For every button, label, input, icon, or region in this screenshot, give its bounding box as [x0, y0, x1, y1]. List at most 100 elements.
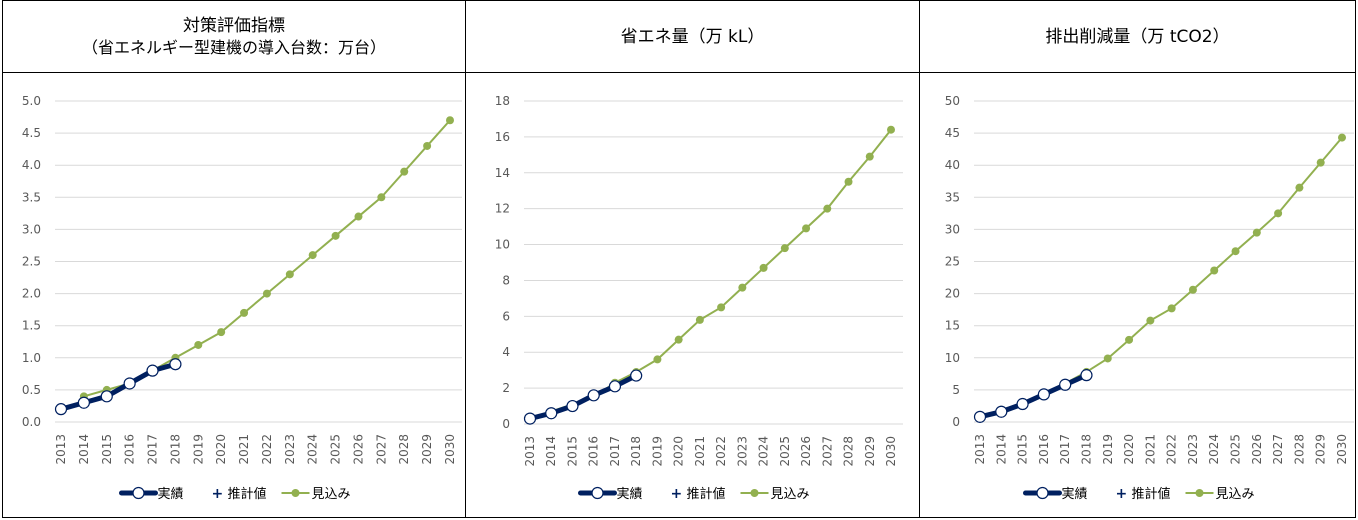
forecast-point [865, 152, 874, 161]
forecast-point [674, 335, 683, 344]
forecast-point [377, 193, 386, 202]
x-tick-label: 2030 [443, 434, 457, 465]
x-tick-label: 2026 [799, 436, 813, 467]
x-tick-label: 2025 [778, 436, 792, 467]
x-tick-label: 2020 [1122, 434, 1136, 465]
x-tick-label: 2021 [237, 434, 251, 465]
actual-point [1059, 378, 1072, 391]
forecast-point [400, 167, 409, 176]
legend-forecast-label: 見込み [312, 487, 351, 502]
x-tick-label: 2025 [1229, 434, 1243, 465]
x-tick-label: 2026 [351, 434, 365, 465]
forecast-point [1338, 133, 1346, 142]
x-tick-label: 2017 [1058, 434, 1072, 465]
legend-estimate-label: 推計値 [1132, 486, 1171, 502]
forecast-point [717, 303, 726, 312]
y-tick-label: 1.0 [22, 351, 41, 365]
actual-point [630, 369, 643, 382]
forecast-point [1295, 183, 1304, 192]
legend-estimate-marker: + [671, 486, 683, 502]
chart-header-indicator: 対策評価指標 （省エネルギー型建機の導入台数：万台） [3, 1, 465, 73]
legend: 実績 + 推計値 見込み [578, 486, 810, 502]
y-tick-label: 2.5 [22, 255, 41, 269]
legend-forecast-label: 見込み [771, 487, 810, 502]
legend-estimate-label: 推計値 [687, 486, 726, 502]
forecast-point [759, 263, 768, 272]
forecast-point [653, 355, 662, 364]
y-tick-label: 0.0 [22, 415, 41, 429]
forecast-point [802, 224, 811, 233]
forecast-point [1125, 335, 1134, 344]
legend: 実績 + 推計値 見込み [119, 486, 351, 502]
actual-point [1037, 388, 1050, 401]
x-tick-label: 2021 [693, 436, 707, 467]
y-tick-label: 0 [952, 415, 960, 429]
y-tick-label: 35 [945, 190, 960, 204]
forecast-point [217, 328, 226, 337]
x-tick-label: 2027 [374, 434, 388, 465]
x-tick-label: 2029 [420, 434, 434, 465]
legend-actual-marker [1036, 486, 1049, 500]
x-tick-label: 2023 [283, 434, 297, 465]
x-tick-label: 2017 [608, 436, 622, 467]
y-tick-label: 5.0 [22, 94, 41, 108]
x-tick-label: 2028 [842, 436, 856, 467]
y-tick-label: 2 [502, 381, 510, 395]
chart-energy-saving-svg: 0 2 4 6 8 10 12 14 16 18 2013 2014 2015 2016 2017 2018 2… [495, 94, 903, 502]
y-tick-label: 30 [945, 222, 960, 236]
y-tick-label: 14 [495, 166, 510, 180]
forecast-point [331, 231, 340, 240]
x-tick-label: 2013 [523, 436, 537, 467]
actual-point [54, 403, 68, 416]
y-tick-label: 15 [945, 319, 960, 333]
x-tick-label: 2030 [1335, 434, 1349, 465]
x-tick-label: 2027 [820, 436, 834, 467]
actual-point [973, 410, 987, 423]
y-tick-label: 45 [945, 126, 960, 140]
x-tick-label: 2017 [146, 434, 160, 465]
x-tick-label: 2028 [1292, 434, 1306, 465]
y-tick-label: 4 [502, 345, 510, 359]
forecast-point [1252, 228, 1261, 237]
x-tick-label: 2024 [306, 434, 320, 465]
series-forecast-line [550, 129, 892, 413]
x-tick-label: 2021 [1143, 434, 1157, 465]
x-tick-label: 2030 [884, 436, 898, 467]
forecast-point [887, 125, 895, 134]
x-tick-label: 2024 [757, 436, 771, 467]
legend-actual-marker [591, 486, 604, 500]
x-tick-label: 2020 [672, 436, 686, 467]
x-tick-label: 2023 [735, 436, 749, 467]
x-tick-label: 2015 [565, 436, 579, 467]
actual-point [995, 405, 1008, 418]
actual-point [566, 399, 579, 413]
legend-forecast-marker [291, 489, 300, 497]
y-tick-label: 6 [502, 309, 510, 323]
x-tick-label: 2018 [1079, 434, 1093, 465]
actual-point [146, 364, 159, 377]
x-tick-label: 2014 [77, 434, 91, 465]
forecast-point [1210, 266, 1219, 275]
x-tick-label: 2014 [994, 434, 1008, 465]
chart-subtitle: （省エネルギー型建機の導入台数：万台） [81, 37, 386, 57]
y-tick-label: 4.0 [22, 158, 41, 172]
x-tick-label: 2013 [973, 434, 987, 465]
y-tick-label: 16 [495, 130, 510, 144]
forecast-point [780, 244, 789, 253]
forecast-point [844, 177, 853, 186]
x-tick-label: 2024 [1207, 434, 1221, 465]
forecast-point [1316, 158, 1325, 167]
x-tick-label: 2026 [1250, 434, 1264, 465]
legend-estimate-marker: + [212, 486, 224, 502]
y-tick-label: 20 [945, 287, 960, 301]
x-tick-label: 2028 [397, 434, 411, 465]
y-tick-label: 0 [502, 417, 510, 431]
x-tick-label: 2015 [1016, 434, 1030, 465]
forecast-point [194, 340, 203, 349]
legend-forecast-marker [750, 489, 759, 497]
legend-actual-label: 実績 [158, 486, 184, 502]
legend-estimate-marker: + [1116, 486, 1128, 502]
chart-header-emission-reduction: 排出削減量（万 tCO2） [920, 1, 1355, 73]
actual-point [1080, 369, 1093, 382]
